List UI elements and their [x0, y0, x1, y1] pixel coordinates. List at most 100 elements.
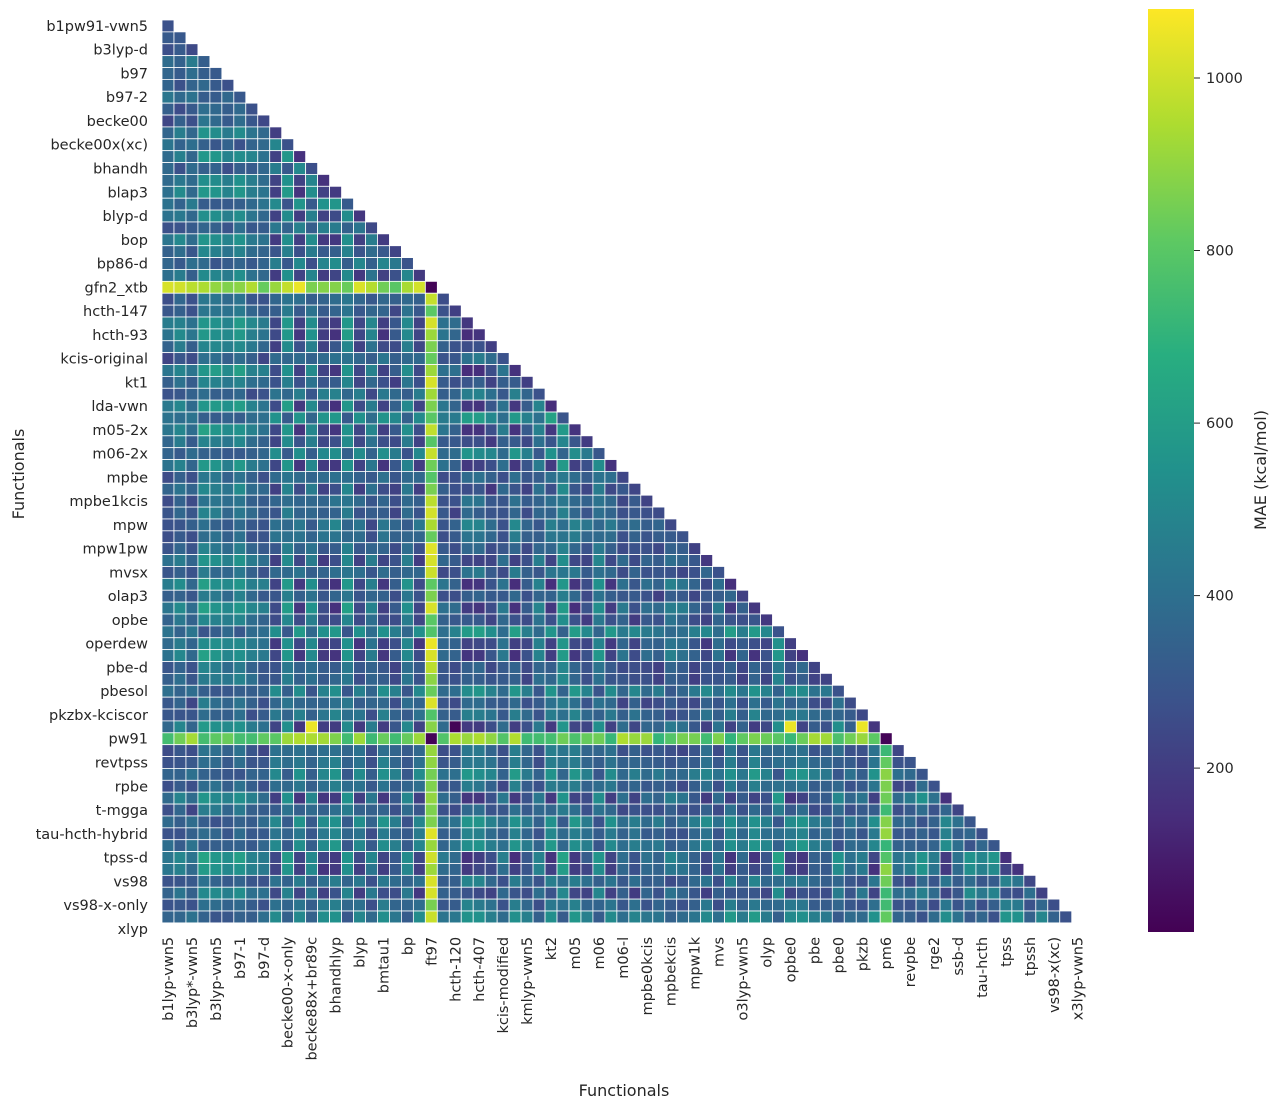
- heatmap-cell: [843, 756, 857, 769]
- heatmap-cell: [831, 839, 845, 852]
- heatmap-cell: [556, 684, 570, 698]
- heatmap-cell: [293, 542, 307, 555]
- heatmap-cell: [305, 316, 319, 330]
- heatmap-cell: [556, 613, 570, 627]
- heatmap-cell: [377, 696, 390, 710]
- heatmap-cell: [436, 328, 450, 342]
- heatmap-cell: [460, 387, 474, 401]
- heatmap-cell: [484, 566, 498, 579]
- heatmap-cell: [736, 661, 749, 674]
- heatmap-cell: [819, 839, 833, 852]
- heatmap-cell: [472, 471, 486, 484]
- heatmap-cell: [604, 839, 618, 852]
- heatmap-cell: [257, 340, 271, 354]
- heatmap-cell: [724, 744, 737, 757]
- heatmap-cell: [508, 803, 522, 817]
- heatmap-cell: [185, 197, 199, 211]
- y-tick-label: blap3: [107, 185, 148, 201]
- heatmap-cell: [245, 482, 259, 496]
- heatmap-cell: [389, 684, 402, 698]
- heatmap-cell: [568, 874, 582, 888]
- heatmap-cell: [377, 387, 390, 401]
- heatmap-cell: [305, 459, 319, 472]
- heatmap-cell: [915, 791, 929, 805]
- heatmap-cell: [173, 530, 187, 544]
- heatmap-cell: [424, 352, 438, 365]
- heatmap-cell: [233, 696, 247, 710]
- heatmap-cell: [209, 530, 223, 544]
- heatmap-cell: [197, 589, 211, 603]
- heatmap-cell: [233, 673, 247, 686]
- heatmap-cell: [245, 661, 259, 674]
- heatmap-cell: [281, 150, 295, 163]
- x-tick-label: b3lyp*-vwn5: [185, 937, 201, 1028]
- heatmap-cell: [448, 803, 462, 817]
- heatmap-cell: [508, 684, 522, 698]
- heatmap-cell: [400, 684, 414, 698]
- heatmap-cell: [556, 768, 570, 781]
- heatmap-cell: [532, 839, 546, 852]
- heatmap-cell: [580, 898, 594, 912]
- heatmap-cell: [843, 874, 857, 888]
- heatmap-cell: [436, 815, 450, 829]
- heatmap-cell: [544, 566, 558, 579]
- heatmap-cell: [293, 257, 307, 270]
- y-tick-label: m06-2x: [92, 447, 148, 463]
- heatmap-cell: [257, 898, 271, 912]
- heatmap-cell: [460, 518, 474, 532]
- heatmap-cell: [508, 791, 522, 805]
- heatmap-cell: [305, 601, 319, 615]
- heatmap-cell: [436, 673, 450, 686]
- heatmap-cell: [436, 530, 450, 544]
- heatmap-cell: [293, 696, 307, 710]
- heatmap-cell: [185, 577, 199, 591]
- heatmap-cell: [963, 851, 977, 864]
- heatmap-cell: [903, 863, 917, 876]
- heatmap-cell: [269, 637, 283, 651]
- heatmap-cell: [245, 815, 259, 829]
- heatmap-cell: [161, 839, 175, 852]
- heatmap-cell: [915, 874, 929, 888]
- y-tick-label: gfn2_xtb: [85, 280, 148, 296]
- heatmap-cell: [400, 661, 414, 674]
- heatmap-cell: [496, 589, 510, 603]
- heatmap-cell: [377, 827, 390, 841]
- heatmap-cell: [700, 637, 714, 651]
- heatmap-cell: [532, 696, 546, 710]
- heatmap-cell: [640, 589, 654, 603]
- heatmap-cell: [436, 744, 450, 757]
- heatmap-cell: [700, 684, 714, 698]
- heatmap-cell: [329, 874, 342, 888]
- heatmap-cell: [568, 708, 582, 722]
- heatmap-cell: [257, 886, 271, 900]
- heatmap-cell: [448, 482, 462, 496]
- heatmap-cell: [568, 577, 582, 591]
- heatmap-cell: [688, 673, 702, 686]
- heatmap-cell: [161, 768, 175, 781]
- heatmap-cell: [209, 732, 223, 746]
- heatmap-cell: [879, 863, 893, 876]
- heatmap-cell: [424, 542, 438, 555]
- heatmap-cell: [257, 399, 271, 413]
- heatmap-cell: [412, 625, 426, 639]
- heatmap-cell: [616, 589, 630, 603]
- heatmap-cell: [784, 779, 797, 793]
- heatmap-cell: [544, 482, 558, 496]
- heatmap-cell: [664, 863, 678, 876]
- heatmap-cell: [556, 637, 570, 651]
- heatmap-cell: [245, 518, 259, 532]
- heatmap-cell: [700, 874, 714, 888]
- heatmap-cell: [245, 411, 259, 425]
- heatmap-cell: [436, 542, 450, 555]
- heatmap-cell: [353, 352, 366, 365]
- heatmap-cell: [688, 684, 702, 698]
- heatmap-cell: [676, 839, 690, 852]
- heatmap-cell: [257, 411, 271, 425]
- heatmap-cell: [604, 791, 618, 805]
- heatmap-cell: [556, 649, 570, 662]
- heatmap-cell: [161, 791, 175, 805]
- heatmap-cell: [568, 482, 582, 496]
- heatmap-cell: [748, 613, 761, 627]
- heatmap-cell: [317, 471, 330, 484]
- heatmap-cell: [281, 328, 295, 342]
